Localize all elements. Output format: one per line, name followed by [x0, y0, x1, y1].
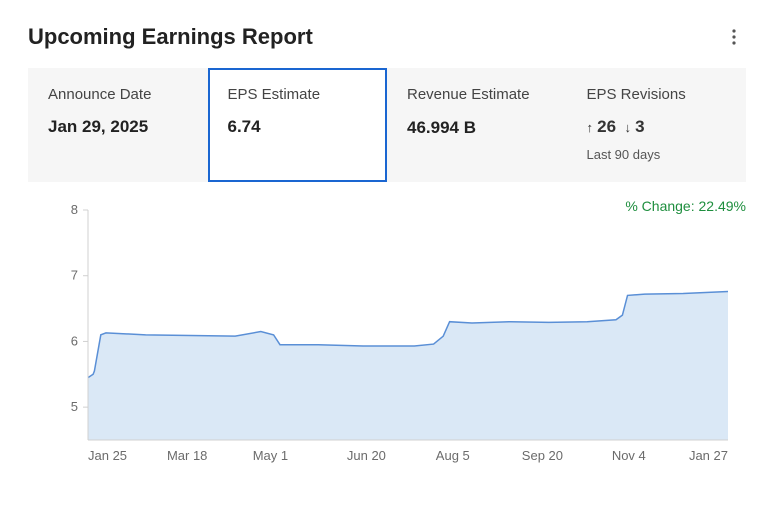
xtick-label: Nov 4 [612, 448, 646, 463]
page-title: Upcoming Earnings Report [28, 24, 313, 50]
ytick-label: 8 [71, 202, 78, 217]
ytick-label: 7 [71, 268, 78, 283]
header-row: Upcoming Earnings Report [28, 24, 746, 50]
xtick-label: Sep 20 [522, 448, 563, 463]
revisions-values: ↑ 26 ↓ 3 [587, 117, 727, 137]
down-arrow-icon: ↓ [624, 120, 631, 135]
metric-label: Announce Date [48, 86, 188, 105]
area-fill [88, 291, 728, 440]
revisions-down-count: 3 [635, 117, 644, 136]
revisions-up-count: 26 [597, 117, 616, 136]
up-arrow-icon: ↑ [587, 120, 594, 135]
metrics-row: Announce Date Jan 29, 2025 EPS Estimate 6.7… [28, 68, 746, 182]
xtick-label: Jan 27 [689, 448, 728, 463]
xtick-label: Jun 20 [347, 448, 386, 463]
eps-area-chart: 5 6 7 8 Jan 25 Mar 18 May 1 Jun 20 Aug 5 Sep 20 No… [28, 200, 746, 468]
chart-container: % Change: 22.49% 5 6 7 8 Jan 25 Mar 18 May 1 Ju… [28, 200, 746, 468]
metric-value: 46.994 B [407, 118, 547, 138]
xtick-label: Mar 18 [167, 448, 207, 463]
xtick-label: May 1 [253, 448, 288, 463]
metric-label: EPS Estimate [228, 86, 368, 105]
metric-eps_estimate[interactable]: EPS Estimate 6.74 [208, 68, 388, 182]
metric-revenue_estimate[interactable]: Revenue Estimate46.994 B [387, 68, 567, 182]
pct-change-prefix: % Change: [625, 198, 698, 214]
metric-label: EPS Revisions [587, 86, 727, 105]
xtick-label: Aug 5 [436, 448, 470, 463]
metric-value: 6.74 [228, 117, 368, 137]
more-vertical-icon [732, 29, 736, 45]
ytick-label: 5 [71, 399, 78, 414]
xtick-label: Jan 25 [88, 448, 127, 463]
pct-change-label: % Change: 22.49% [625, 198, 746, 214]
more-options-button[interactable] [722, 25, 746, 49]
pct-change-value: 22.49% [699, 198, 746, 214]
revisions-subtext: Last 90 days [587, 147, 727, 162]
ytick-label: 6 [71, 333, 78, 348]
metric-eps_revisions[interactable]: EPS Revisions ↑ 26 ↓ 3 Last 90 days [567, 68, 747, 182]
metric-announce_date[interactable]: Announce Date Jan 29, 2025 [28, 68, 208, 182]
metric-value: Jan 29, 2025 [48, 117, 188, 137]
earnings-card: Upcoming Earnings Report Announce Date Ja… [0, 0, 774, 488]
